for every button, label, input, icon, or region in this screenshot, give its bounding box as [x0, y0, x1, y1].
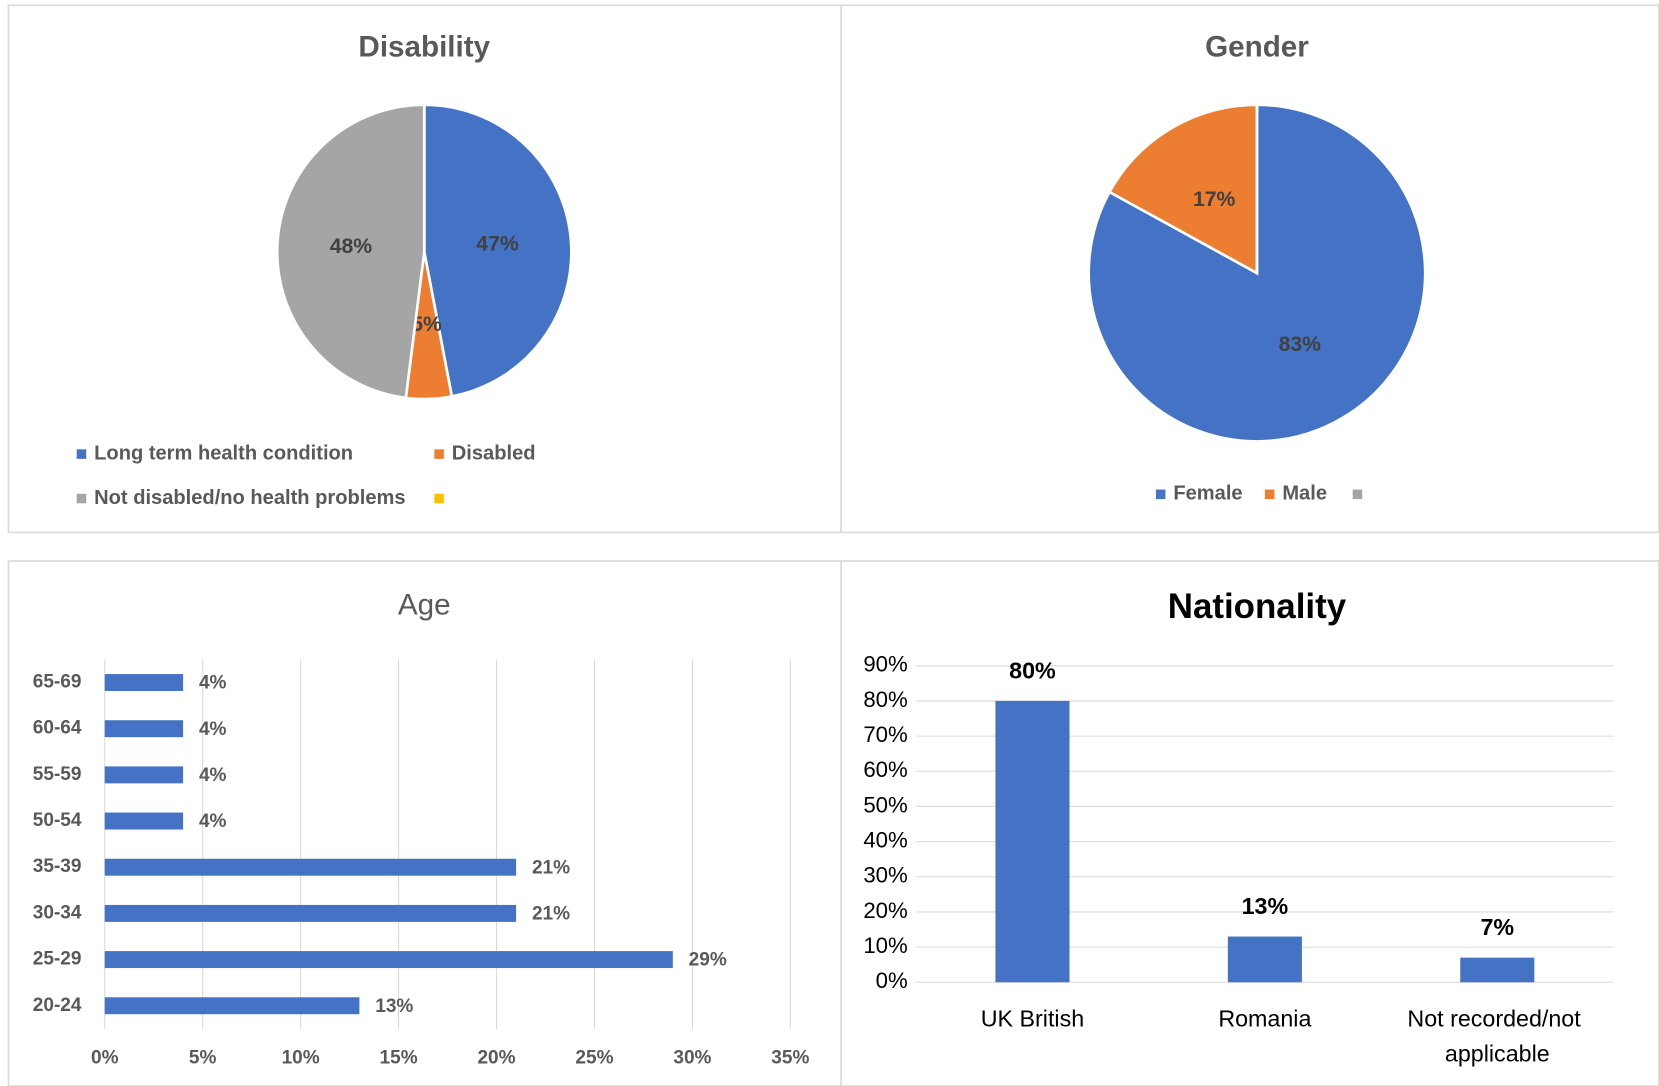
y-tick-label: 10%: [863, 933, 907, 958]
value-label: 7%: [1480, 914, 1514, 940]
bar: [104, 720, 184, 738]
value-label: 21%: [532, 857, 570, 878]
x-tick-label: 30%: [673, 1048, 711, 1069]
slice-label: 83%: [1279, 333, 1322, 356]
y-tick-label: 25-29: [33, 949, 82, 970]
value-label: 4%: [199, 673, 227, 694]
legend-label: Disabled: [452, 442, 536, 464]
y-tick-label: 90%: [863, 652, 907, 677]
y-tick-label: 50%: [863, 792, 907, 817]
slice-label: 47%: [476, 233, 519, 256]
y-tick-label: 55-59: [33, 764, 82, 785]
y-tick-label: 60%: [863, 757, 907, 782]
legend-marker: [76, 449, 87, 459]
value-label: 21%: [532, 903, 570, 924]
value-label: 13%: [375, 996, 413, 1017]
x-tick-label: 20%: [477, 1048, 515, 1069]
x-tick-label: Romania: [1218, 1006, 1311, 1032]
pie-slice: [422, 103, 573, 398]
legend-marker: [1352, 489, 1363, 500]
chart-title: Nationality: [1168, 587, 1347, 626]
x-tick-label: 35%: [771, 1048, 809, 1069]
legend-label: Long term health condition: [94, 442, 353, 464]
legend-label: Not disabled/no health problems: [94, 487, 405, 509]
bar: [104, 766, 184, 784]
x-tick-label: 15%: [380, 1048, 418, 1069]
slice-label: 17%: [1193, 188, 1236, 211]
pie-slice: [275, 103, 426, 400]
pie-slice: [1087, 103, 1427, 443]
value-label: 29%: [689, 950, 727, 971]
x-tick-label: 5%: [189, 1048, 217, 1069]
pie-slice: [1107, 103, 1259, 276]
x-tick-label: Not recorded/not applicable: [1407, 1006, 1587, 1067]
y-tick-label: 0%: [876, 968, 908, 993]
slice-label: 48%: [330, 235, 373, 258]
legend-marker: [1155, 489, 1166, 500]
legend-marker: [434, 449, 444, 459]
y-tick-label: 35-39: [33, 856, 82, 877]
bar: [104, 858, 517, 876]
bar: [1460, 957, 1535, 983]
chart-title: Gender: [1205, 31, 1309, 64]
legend-label: Male: [1282, 483, 1327, 505]
y-tick-label: 65-69: [33, 672, 82, 693]
chart-title: Disability: [358, 31, 490, 64]
y-tick-label: 40%: [863, 827, 907, 852]
bar: [995, 700, 1070, 983]
y-tick-label: 30%: [863, 863, 907, 888]
bar: [104, 997, 360, 1015]
bar: [1227, 936, 1302, 983]
y-tick-label: 30-34: [33, 902, 82, 923]
y-tick-label: 60-64: [33, 718, 82, 739]
x-tick-label: UK British: [981, 1006, 1084, 1032]
x-tick-label: 10%: [282, 1048, 320, 1069]
bar: [104, 951, 673, 969]
bar: [104, 812, 184, 830]
y-tick-label: 50-54: [33, 810, 82, 831]
y-tick-label: 80%: [863, 687, 907, 712]
value-label: 80%: [1009, 658, 1056, 684]
legend-label: Female: [1173, 483, 1242, 505]
bar: [104, 674, 184, 691]
bar: [104, 904, 517, 922]
x-tick-label: 25%: [575, 1048, 613, 1069]
legend-marker: [434, 493, 444, 504]
legend-marker: [1264, 489, 1275, 500]
y-tick-label: 70%: [863, 722, 907, 747]
value-label: 4%: [199, 719, 227, 740]
x-tick-label: 0%: [91, 1048, 119, 1069]
value-label: 4%: [199, 765, 227, 786]
y-tick-label: 20%: [863, 898, 907, 923]
y-tick-label: 20-24: [33, 995, 82, 1016]
chart-title: Age: [398, 588, 451, 621]
value-label: 13%: [1242, 893, 1289, 919]
value-label: 4%: [199, 811, 227, 832]
slice-label: 5%: [411, 313, 442, 336]
label-line: applicable: [1445, 1040, 1550, 1066]
legend-marker: [76, 493, 87, 504]
label-line: Not recorded/not: [1407, 1006, 1587, 1032]
